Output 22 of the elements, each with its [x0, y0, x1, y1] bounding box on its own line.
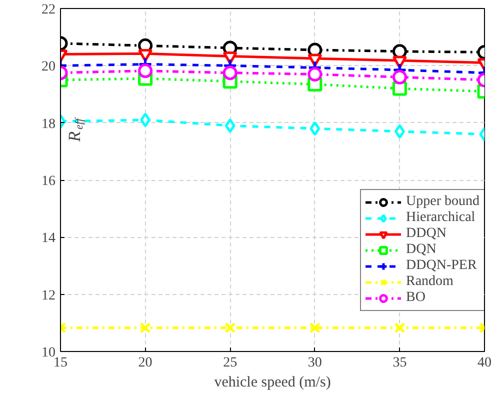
- legend-label: Upper bound: [406, 194, 480, 210]
- x-tick-label: 35: [392, 356, 407, 370]
- y-tick-label: 16: [42, 174, 56, 189]
- y-tick-label: 22: [42, 2, 56, 18]
- y-axis-title: Reff: [65, 116, 86, 143]
- y-tick-label: 12: [42, 288, 56, 304]
- x-tick-label: 15: [54, 356, 68, 370]
- y-tick-label: 20: [42, 60, 56, 75]
- legend-label: DDQN-PER: [406, 258, 477, 274]
- x-tick-label: 20: [138, 356, 152, 370]
- y-tick-label: 10: [42, 346, 56, 360]
- x-tick-label: 30: [308, 356, 322, 370]
- y-tick-label: 18: [42, 116, 56, 132]
- legend-label: Random: [406, 274, 454, 290]
- x-axis-title: vehicle speed (m/s): [214, 374, 331, 390]
- legend-label: DQN: [406, 242, 436, 258]
- legend-label: BO: [406, 290, 426, 306]
- x-tick-label: 25: [223, 356, 238, 370]
- y-tick-label: 14: [42, 231, 56, 246]
- legend-label: DDQN: [406, 226, 446, 242]
- x-tick-label: 40: [478, 356, 492, 370]
- legend-label: Hierarchical: [406, 210, 476, 226]
